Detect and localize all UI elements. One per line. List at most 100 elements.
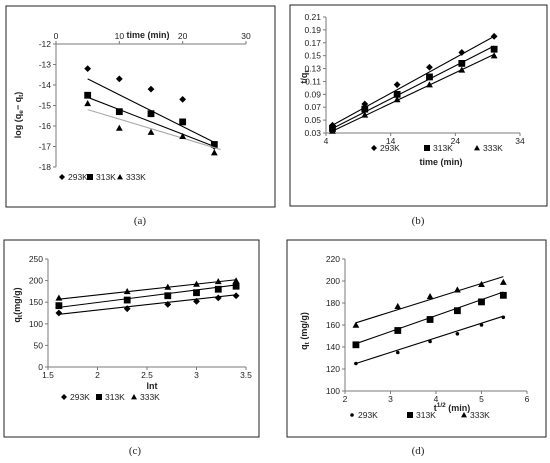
panel-b-ylabel: t/qt [299, 70, 311, 84]
legend-marker-293k [59, 174, 65, 180]
data-point-313k [426, 316, 434, 323]
x-tick-label: 2 [343, 394, 348, 404]
data-point-333k [458, 66, 466, 73]
data-point-313k [490, 45, 498, 53]
x-tick-label: 2 [95, 370, 100, 380]
y-tick-label: -15 [39, 101, 52, 111]
legend-marker-333k [117, 174, 123, 180]
data-point-293k [84, 65, 92, 72]
legend-label-333k: 333K [140, 392, 160, 402]
y-tick-label: 100 [29, 319, 43, 329]
panel-c-xlabel: lnt [147, 381, 158, 391]
data-point-293k [501, 315, 506, 320]
legend-marker-313k [87, 174, 93, 180]
x-tick-label: 3 [388, 394, 393, 404]
data-point-333k [426, 293, 434, 300]
trendline-333k [87, 109, 221, 151]
y-tick-label: 0.07 [304, 102, 321, 112]
data-point-333k [193, 280, 200, 287]
data-point-333k [84, 100, 92, 107]
data-point-313k [499, 291, 507, 299]
data-point-293k [490, 32, 498, 40]
legend-marker-293k [61, 394, 67, 400]
data-point-333k [426, 81, 433, 88]
panel-a-plot: 0 10 20 30 -12 -13 -14 -15 -16 -17 -18 [39, 31, 251, 172]
data-point-293k [426, 63, 433, 71]
data-point-293k [214, 294, 222, 302]
data-point-313k [426, 73, 433, 81]
trendline-313k [58, 284, 237, 308]
panel-c-legend: 293K 313K 333K [61, 392, 160, 402]
y-tick-label: 100 [326, 386, 340, 396]
data-point-313k [55, 302, 63, 310]
data-point-293k [55, 309, 63, 317]
data-point-333k [232, 277, 240, 284]
panel-c-plot: 1.5 2 2.5 3 3.5 0 50 100 150 200 250 [29, 254, 252, 380]
data-point-333k [478, 280, 485, 288]
data-point-313k [115, 108, 123, 116]
data-point-313k [123, 296, 131, 304]
y-tick-label: 0.09 [304, 89, 321, 99]
x-tick-label: 14 [386, 136, 396, 146]
data-point-293k [361, 100, 369, 108]
panel-b: 4 14 24 34 0.03 0.05 0.07 0.09 0.11 0.13 0.15 0.17 0… [289, 4, 548, 227]
y-tick-label: 0.15 [304, 51, 321, 61]
panel-d-xlabel-end: (min) [446, 403, 471, 413]
panel-a-ylabel-sub2: t [18, 94, 25, 97]
data-point-333k [393, 96, 401, 103]
data-point-313k [210, 141, 218, 148]
y-tick-label: 0.03 [304, 128, 321, 138]
data-point-333k [164, 283, 172, 290]
trendline-313k [87, 96, 215, 148]
panel-a-ylabel-end: ) [13, 92, 23, 95]
panel-d-plot: 2 3 4 5 6 100 120 140 160 180 200 220 [326, 254, 530, 404]
legend-marker-313k [424, 145, 430, 151]
trendline-333k [58, 279, 237, 300]
panel-c-ylabel-sub: t [17, 314, 24, 317]
data-point-313k [214, 285, 222, 293]
panel-d-xlabel: t1/2 (min) [434, 402, 471, 413]
legend-marker-313k [407, 412, 413, 418]
panel-a-xlabel: time (min) [126, 30, 169, 40]
x-tick-label: 3.5 [240, 370, 252, 380]
panel-c-ylabel-end: (mg/g) [12, 287, 22, 315]
data-point-293k [232, 292, 240, 300]
data-point-333k [210, 149, 218, 156]
trendline-333k [332, 53, 495, 132]
panel-b-plot: 4 14 24 34 0.03 0.05 0.07 0.09 0.11 0.13 0.15 0.17 0… [304, 12, 525, 146]
x-tick-label: 34 [515, 136, 525, 146]
data-point-313k [193, 289, 200, 297]
y-tick-label: 250 [29, 254, 43, 264]
x-tick-label: 20 [178, 31, 188, 41]
trendline-293k [332, 35, 495, 126]
y-tick-label: 160 [326, 320, 340, 330]
y-tick-label: 200 [29, 276, 43, 286]
data-point-293k [428, 339, 432, 344]
trendline-333k [355, 276, 504, 324]
panel-a-ylabel-main: log (q [13, 114, 23, 139]
x-tick-label: 2.5 [141, 370, 153, 380]
data-point-333k [123, 288, 131, 295]
panel-d-ylabel-end: (mg/g) [299, 312, 309, 342]
x-tick-label: 10 [115, 31, 125, 41]
legend-label-293k: 293K [70, 392, 90, 402]
panel-d-ylabel-sub: t [304, 341, 311, 344]
legend-label-313k: 313K [433, 143, 453, 153]
panel-c-ylabel: qt(mg/g) [12, 287, 24, 322]
y-tick-label: 0.21 [304, 12, 321, 22]
y-tick-label: 0.13 [304, 64, 321, 74]
data-point-293k [395, 350, 400, 355]
panel-b-legend: 293K 313K 333K [371, 143, 503, 153]
legend-label-293k: 293K [380, 143, 400, 153]
data-point-293k [393, 81, 401, 89]
x-tick-label: 5 [479, 394, 484, 404]
data-point-293k [354, 361, 358, 366]
legend-marker-333k [131, 394, 137, 400]
x-tick-label: 0 [54, 31, 59, 41]
y-tick-label: 0 [38, 362, 43, 372]
trendline-293k [58, 294, 237, 315]
x-tick-label: 6 [525, 394, 530, 404]
data-point-293k [458, 49, 466, 56]
y-tick-label: -12 [39, 39, 52, 49]
